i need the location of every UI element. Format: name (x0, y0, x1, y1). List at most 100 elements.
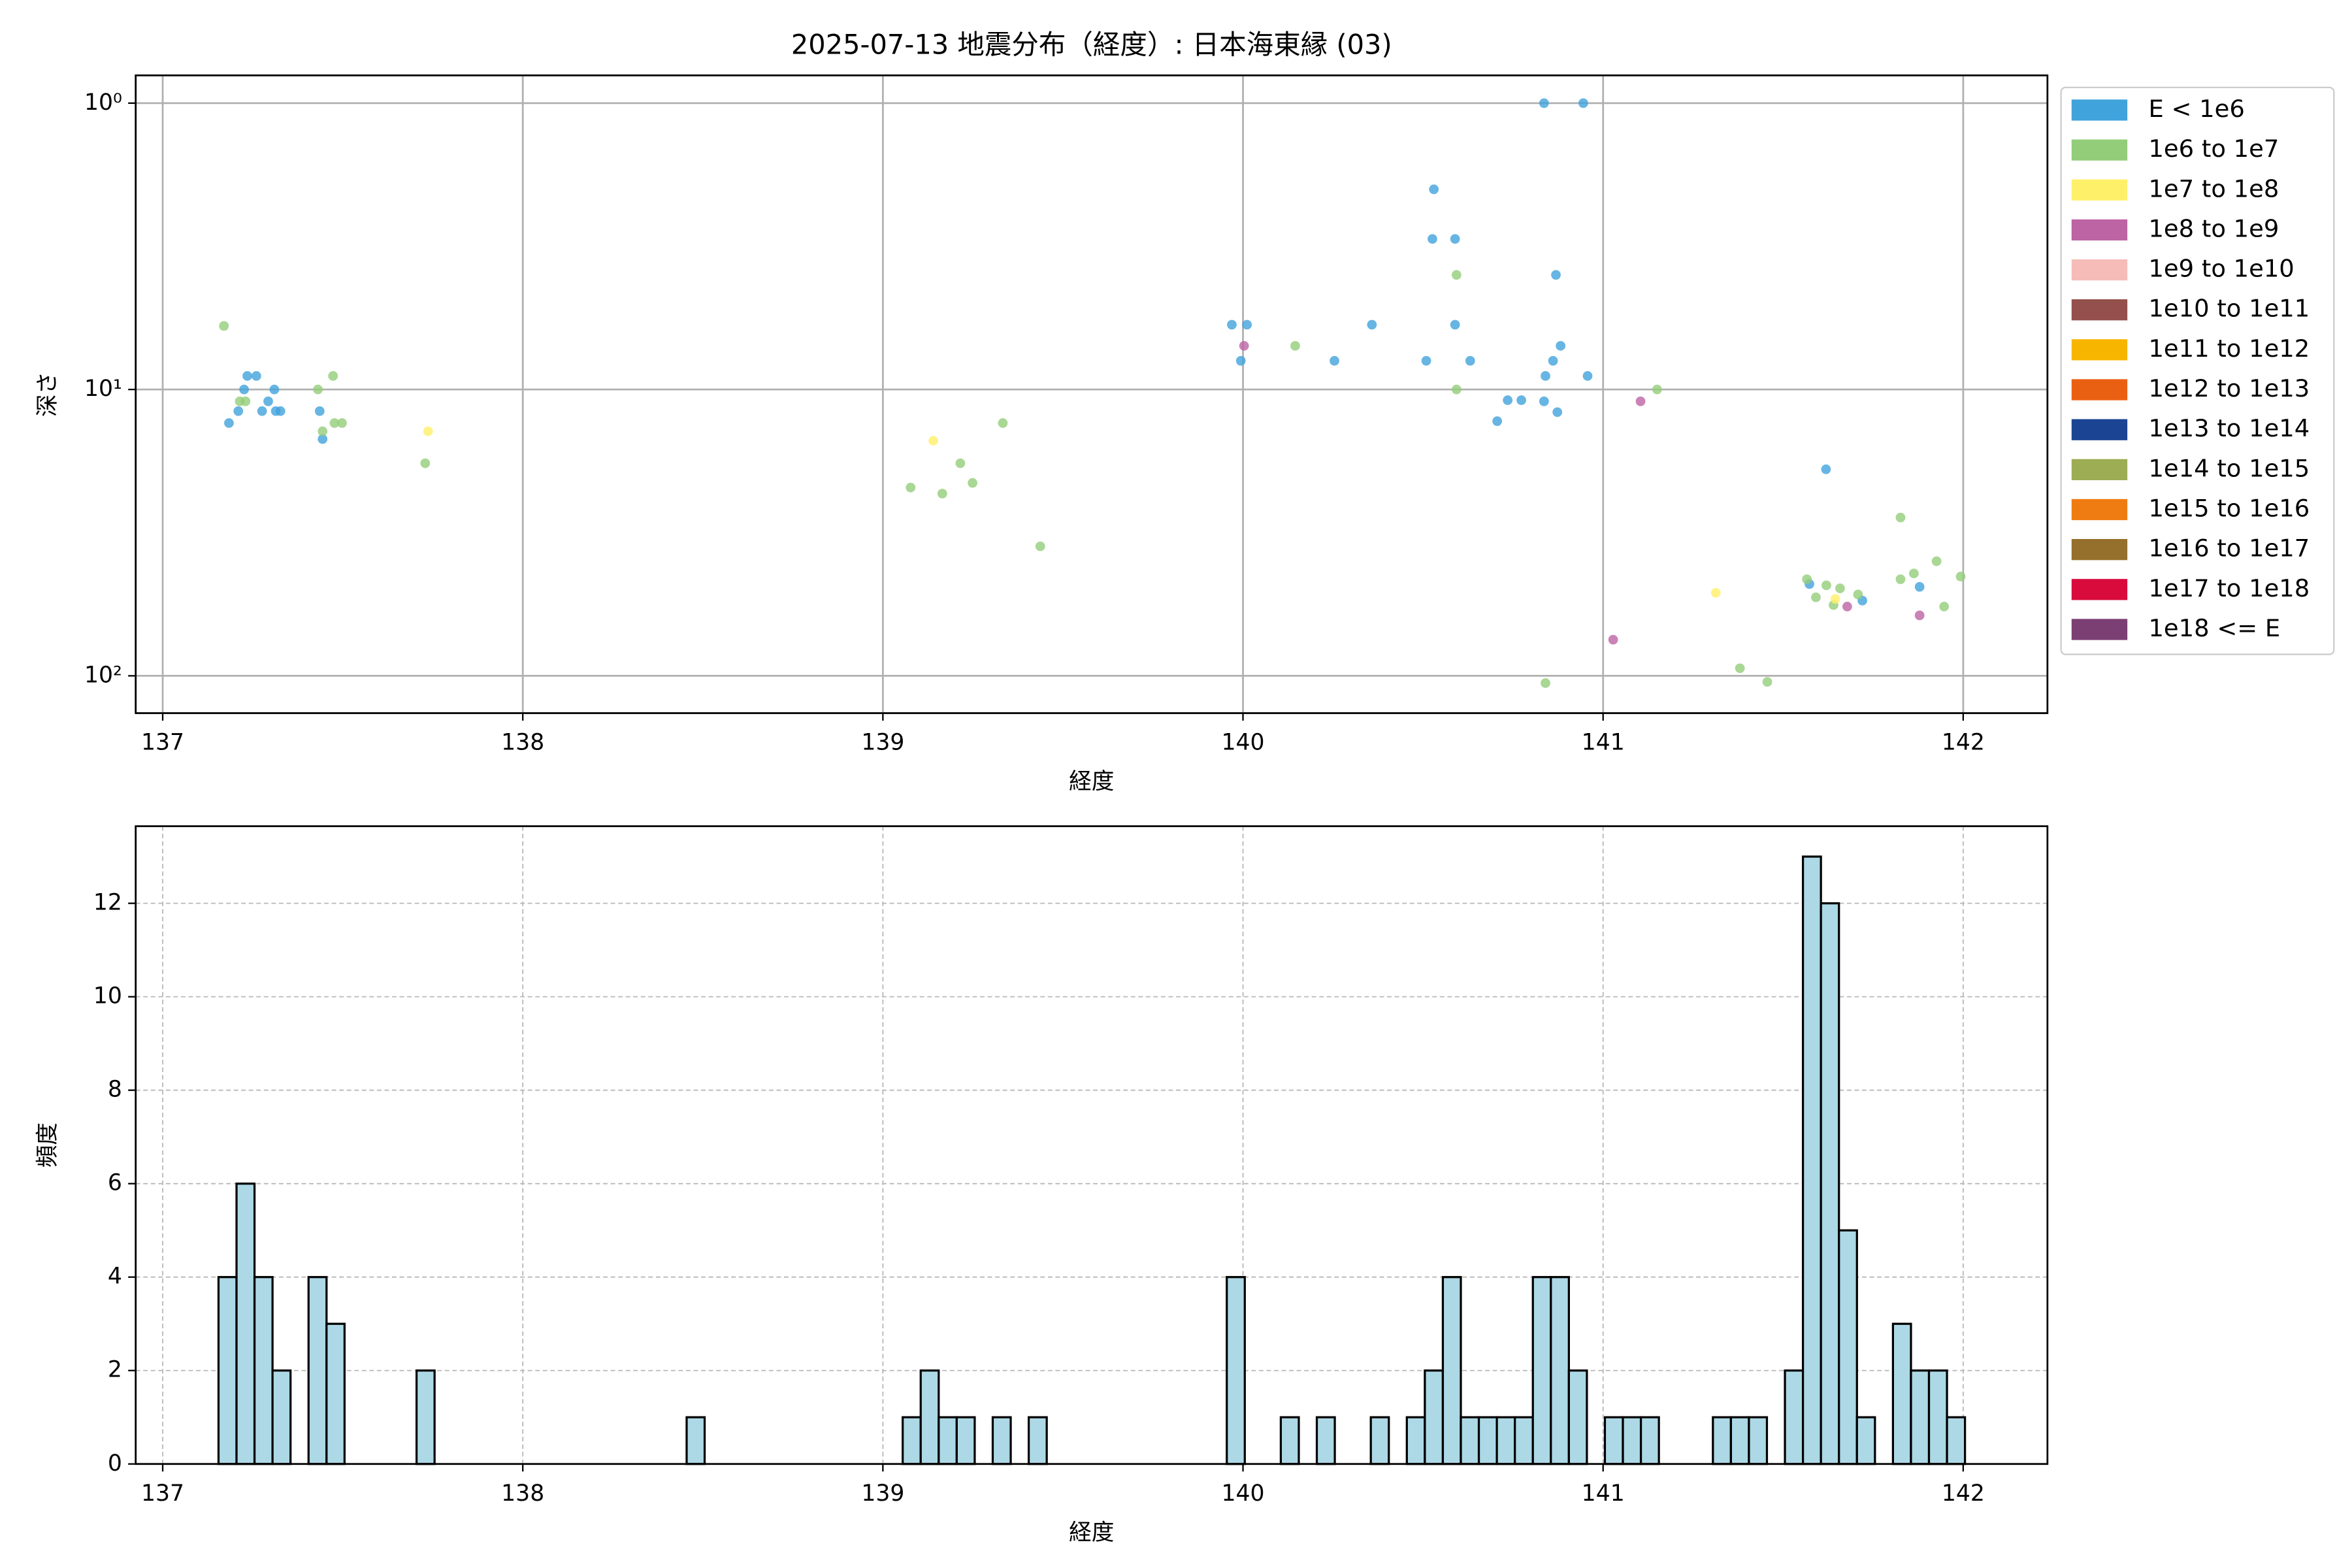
histogram-bar (685, 1416, 706, 1465)
data-point (1539, 396, 1549, 406)
data-point (1931, 556, 1942, 566)
legend-swatch (2071, 299, 2128, 321)
legend-label: 1e9 to 1e10 (2148, 255, 2294, 283)
histogram-bar (1820, 902, 1840, 1465)
data-point (251, 371, 261, 381)
data-point (1939, 602, 1950, 612)
data-point (1955, 572, 1966, 581)
data-point (242, 371, 252, 381)
data-point (1802, 574, 1812, 584)
data-point (239, 384, 249, 395)
histogram-bar (1855, 1416, 1876, 1465)
data-point (1290, 340, 1300, 351)
y-tick-label: 10¹ (84, 376, 122, 402)
legend-swatch (2071, 579, 2128, 600)
x-tick-label: 137 (141, 1480, 184, 1507)
x-tick-label: 139 (861, 1480, 904, 1507)
data-point (233, 406, 244, 416)
x-tick-label: 141 (1582, 730, 1625, 756)
x-tick-label: 137 (141, 730, 184, 756)
data-point (269, 384, 280, 395)
histogram-bar (1801, 855, 1822, 1465)
data-point (1450, 234, 1460, 244)
y-tick-label: 12 (93, 890, 122, 916)
data-point (257, 406, 267, 416)
x-tick-label: 140 (1222, 730, 1265, 756)
data-point (1539, 98, 1549, 108)
data-point (1330, 355, 1339, 366)
histogram-bar (1477, 1416, 1498, 1465)
legend-label: 1e18 <= E (2148, 614, 2280, 642)
y-tick-label: 0 (108, 1450, 122, 1477)
data-point (1762, 677, 1772, 687)
legend-label: 1e11 to 1e12 (2148, 335, 2310, 363)
histogram-bar (1315, 1416, 1336, 1465)
data-point (1735, 663, 1745, 674)
histogram-bar (1729, 1416, 1750, 1465)
data-point (314, 406, 325, 416)
legend-swatch (2071, 139, 2128, 161)
legend-swatch (2071, 459, 2128, 480)
legend-label: 1e17 to 1e18 (2148, 574, 2310, 602)
legend-box (2060, 86, 2335, 655)
legend-label: 1e14 to 1e15 (2148, 454, 2310, 482)
legend-label: 1e6 to 1e7 (2148, 135, 2279, 163)
y-tick-label: 8 (108, 1077, 122, 1103)
data-point (1710, 587, 1721, 598)
data-point (318, 434, 328, 444)
histogram-bar (1441, 1276, 1462, 1465)
y-tick-label: 10² (84, 662, 122, 688)
histogram-bar (1639, 1416, 1660, 1465)
data-point (318, 426, 328, 436)
data-point (329, 418, 340, 428)
data-point (1503, 395, 1513, 405)
data-point (1582, 371, 1593, 381)
y-tick-label: 2 (108, 1357, 122, 1383)
legend-swatch (2071, 179, 2128, 201)
y-tick-label: 6 (108, 1170, 122, 1196)
x-axis-label: 経度 (1069, 1520, 1114, 1546)
x-tick-label: 138 (501, 730, 544, 756)
data-point (1035, 541, 1045, 551)
data-point (1465, 355, 1475, 366)
data-point (337, 418, 347, 428)
data-point (328, 371, 338, 381)
x-tick-label: 140 (1222, 1480, 1265, 1507)
data-point (1895, 574, 1906, 584)
histogram-bar (271, 1369, 292, 1465)
data-point (1830, 594, 1840, 604)
data-point (1429, 184, 1439, 195)
chart-title: 2025-07-13 地震分布（経度）: 日本海東縁 (03) (791, 29, 1392, 61)
data-point (224, 418, 234, 428)
histogram-bar (991, 1416, 1012, 1465)
histogram-bar (955, 1416, 976, 1465)
histogram-bar (1927, 1369, 1948, 1465)
data-point (1821, 464, 1831, 474)
data-point (998, 418, 1008, 428)
data-point (1842, 602, 1852, 612)
histogram-bar (217, 1276, 238, 1465)
data-point (313, 384, 323, 395)
data-point (968, 478, 977, 488)
y-tick-label: 4 (108, 1264, 122, 1290)
data-point (275, 406, 286, 416)
legend-swatch (2071, 99, 2128, 121)
data-point (1914, 581, 1925, 592)
x-tick-label: 139 (861, 730, 904, 756)
histogram-bar (1405, 1416, 1426, 1465)
data-point (420, 458, 431, 468)
histogram-bar (1027, 1416, 1048, 1465)
histogram-bar (1603, 1416, 1624, 1465)
data-point (1541, 678, 1550, 688)
legend-label: 1e8 to 1e9 (2148, 214, 2279, 242)
x-axis-label: 経度 (1069, 769, 1114, 795)
data-point (1635, 396, 1646, 406)
histogram-bar (902, 1416, 922, 1465)
data-point (1242, 319, 1252, 330)
histogram-bar (1495, 1416, 1516, 1465)
histogram-bar (1784, 1369, 1805, 1465)
histogram-bar (1514, 1416, 1534, 1465)
data-point (1608, 634, 1618, 645)
